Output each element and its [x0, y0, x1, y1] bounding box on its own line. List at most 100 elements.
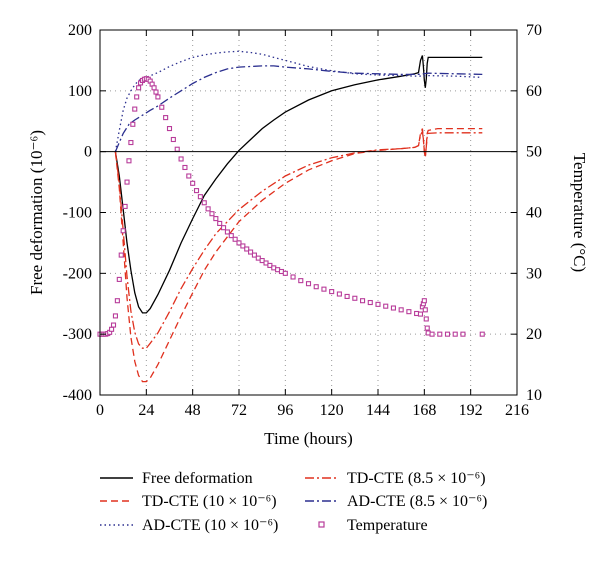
temperature-point: [344, 293, 350, 300]
series-line-2: [114, 50, 483, 152]
temperature-point: [217, 220, 223, 226]
x-tick-label: 192: [459, 402, 483, 419]
temperature-point: [178, 156, 184, 162]
temperature-point: [118, 252, 124, 258]
y-left-tick-label: -400: [63, 387, 92, 404]
temperature-point: [329, 289, 335, 295]
temperature-point: [423, 316, 429, 322]
x-tick-label: 96: [277, 402, 293, 419]
temperature-point: [205, 206, 211, 212]
temperature-point: [282, 270, 288, 276]
y-right-tick-label: 50: [526, 144, 542, 161]
temperature-point: [126, 158, 132, 164]
temperature-point: [197, 194, 203, 200]
temperature-point: [240, 243, 246, 249]
y-left-tick-label: 100: [68, 83, 92, 100]
temperature-point: [460, 331, 466, 337]
temperature-point: [228, 233, 234, 239]
x-axis-label: Time (hours): [264, 429, 353, 448]
temperature-point: [360, 298, 366, 304]
temperature-point: [112, 313, 118, 319]
y-right-tick-label: 70: [526, 22, 542, 39]
y-right-tick-label: 60: [526, 83, 542, 100]
y-right-tick-label: 40: [526, 205, 542, 222]
temperature-point: [375, 301, 381, 307]
series-temperature: [97, 76, 485, 337]
legend-label: AD-CTE (8.5 × 10⁻⁶): [347, 493, 487, 510]
temperature-point: [236, 240, 242, 246]
temperature-point: [232, 236, 238, 242]
legend: Free deformation TD-CTE (10 × 10⁻⁶) AD-CTE…: [100, 470, 487, 534]
temperature-point: [166, 126, 173, 132]
temperature-point: [128, 139, 134, 146]
y-left-tick-label: -100: [63, 205, 92, 222]
temperature-point: [244, 246, 250, 252]
legend-item: TD-CTE (8.5 × 10⁻⁶): [305, 470, 486, 487]
temperature-point: [479, 331, 485, 337]
temperature-point: [193, 188, 200, 194]
temperature-point: [221, 225, 227, 231]
temperature-point: [174, 146, 180, 152]
y-right-axis-label: Temperature (°C): [570, 153, 589, 272]
temperature-point: [134, 94, 140, 100]
x-tick-label: 144: [366, 402, 390, 419]
legend-label: TD-CTE (10 × 10⁻⁶): [142, 493, 277, 510]
temperature-point: [422, 307, 428, 313]
legend-item: TD-CTE (10 × 10⁻⁶): [100, 493, 277, 510]
temperature-point: [110, 322, 117, 328]
series-line-3: [114, 129, 483, 349]
x-tick-label: 0: [96, 402, 104, 419]
legend-label: TD-CTE (8.5 × 10⁻⁶): [347, 470, 486, 487]
legend-item: Free deformation: [100, 470, 253, 487]
temperature-point: [398, 307, 404, 313]
temperature-point: [130, 121, 136, 127]
temperature-point: [186, 173, 192, 179]
series-layer: [97, 50, 485, 383]
temperature-point: [444, 331, 451, 337]
temperature-point: [190, 180, 196, 186]
y-left-tick-label: 200: [68, 22, 92, 39]
series-line-0: [114, 55, 483, 314]
legend-label: Free deformation: [142, 470, 253, 487]
temperature-point: [159, 104, 165, 110]
temperature-point: [437, 331, 443, 337]
temperature-point: [201, 200, 207, 206]
temperature-point: [120, 228, 126, 234]
x-tick-label: 120: [320, 402, 344, 419]
x-tick-label: 48: [185, 402, 201, 419]
temperature-point: [390, 305, 396, 311]
temperature-point: [122, 203, 128, 209]
legend-item: Temperature: [318, 517, 428, 534]
temperature-point: [251, 252, 257, 258]
temperature-point: [132, 106, 138, 112]
y-left-tick-label: -300: [63, 326, 92, 343]
temperature-point: [136, 85, 142, 91]
temperature-point: [151, 85, 157, 91]
temperature-point: [321, 286, 327, 292]
temperature-point: [352, 295, 358, 301]
y-left-tick-label: -200: [63, 265, 92, 282]
y-left-tick-label: 0: [84, 144, 92, 161]
series-line-4: [114, 65, 483, 152]
legend-label: Temperature: [347, 517, 428, 534]
legend-label: AD-CTE (10 × 10⁻⁶): [142, 517, 278, 534]
temperature-point: [313, 284, 319, 290]
y-right-tick-label: 10: [526, 387, 542, 404]
legend-item: AD-CTE (10 × 10⁻⁶): [100, 517, 278, 534]
temperature-point: [116, 276, 122, 282]
temperature-point: [452, 331, 458, 337]
temperature-point: [213, 216, 219, 222]
y-right-tick-label: 20: [526, 326, 542, 343]
temperature-point: [417, 311, 424, 317]
temperature-point: [367, 299, 373, 306]
x-tick-label: 216: [505, 402, 529, 419]
x-tick-label: 24: [138, 402, 154, 419]
plot-frame: [99, 29, 518, 396]
temperature-point: [114, 298, 120, 304]
temperature-point: [209, 211, 215, 217]
temperature-point: [305, 281, 312, 287]
temperature-point: [290, 274, 296, 280]
temperature-point: [109, 326, 115, 332]
temperature-point: [170, 136, 176, 143]
